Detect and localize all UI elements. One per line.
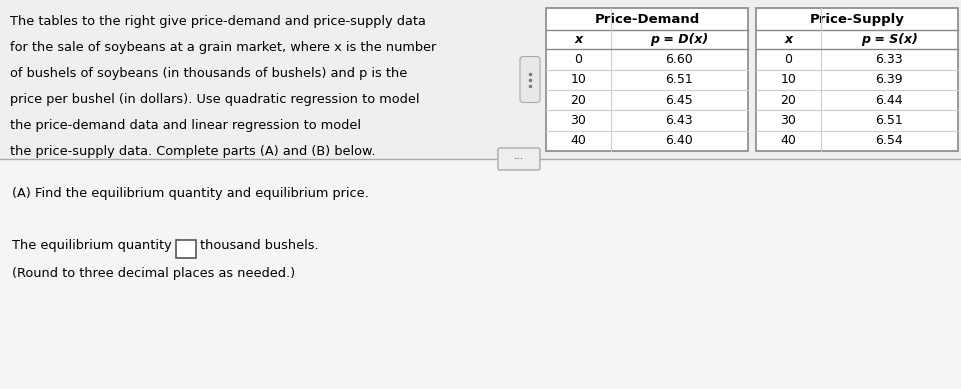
Text: 6.54: 6.54 [875,134,903,147]
Text: 6.45: 6.45 [665,94,693,107]
Text: 6.33: 6.33 [875,53,903,66]
Text: Price-Supply: Price-Supply [809,12,904,26]
Text: 6.51: 6.51 [665,74,693,86]
Text: 10: 10 [571,74,586,86]
Text: The tables to the right give price-demand and price-supply data: The tables to the right give price-deman… [10,15,426,28]
Text: 40: 40 [780,134,797,147]
Text: 6.44: 6.44 [875,94,903,107]
Text: 6.43: 6.43 [666,114,693,127]
FancyBboxPatch shape [498,148,540,170]
Text: 20: 20 [571,94,586,107]
Text: 10: 10 [780,74,797,86]
Text: of bushels of soybeans (in thousands of bushels) and p is the: of bushels of soybeans (in thousands of … [10,67,407,80]
Bar [177,240,196,258]
Bar [0,159,961,389]
Text: 6.60: 6.60 [665,53,693,66]
Text: 30: 30 [780,114,797,127]
Text: ···: ··· [514,154,524,164]
Text: Price-Demand: Price-Demand [594,12,700,26]
Text: thousand bushels.: thousand bushels. [201,239,319,252]
Text: 0: 0 [784,53,792,66]
Bar [546,8,748,151]
Bar [756,8,958,151]
Text: p = D(x): p = D(x) [651,33,708,46]
Text: the price-supply data. Complete parts (A) and (B) below.: the price-supply data. Complete parts (A… [10,145,376,158]
Text: 6.51: 6.51 [875,114,903,127]
Text: for the sale of soybeans at a grain market, where x is the number: for the sale of soybeans at a grain mark… [10,41,436,54]
Text: the price-demand data and linear regression to model: the price-demand data and linear regress… [10,119,361,132]
Bar [0,0,961,159]
Text: 40: 40 [571,134,586,147]
Text: 6.40: 6.40 [665,134,693,147]
Text: (Round to three decimal places as needed.): (Round to three decimal places as needed… [12,267,295,280]
Text: price per bushel (in dollars). Use quadratic regression to model: price per bushel (in dollars). Use quadr… [10,93,420,106]
Text: The equilibrium quantity is: The equilibrium quantity is [12,239,190,252]
Text: 0: 0 [575,53,582,66]
Text: 6.39: 6.39 [875,74,903,86]
Text: 20: 20 [780,94,797,107]
Text: 30: 30 [571,114,586,127]
Text: x: x [784,33,793,46]
Text: (A) Find the equilibrium quantity and equilibrium price.: (A) Find the equilibrium quantity and eq… [12,187,369,200]
FancyBboxPatch shape [520,56,540,102]
Text: p = S(x): p = S(x) [861,33,918,46]
Text: x: x [575,33,582,46]
